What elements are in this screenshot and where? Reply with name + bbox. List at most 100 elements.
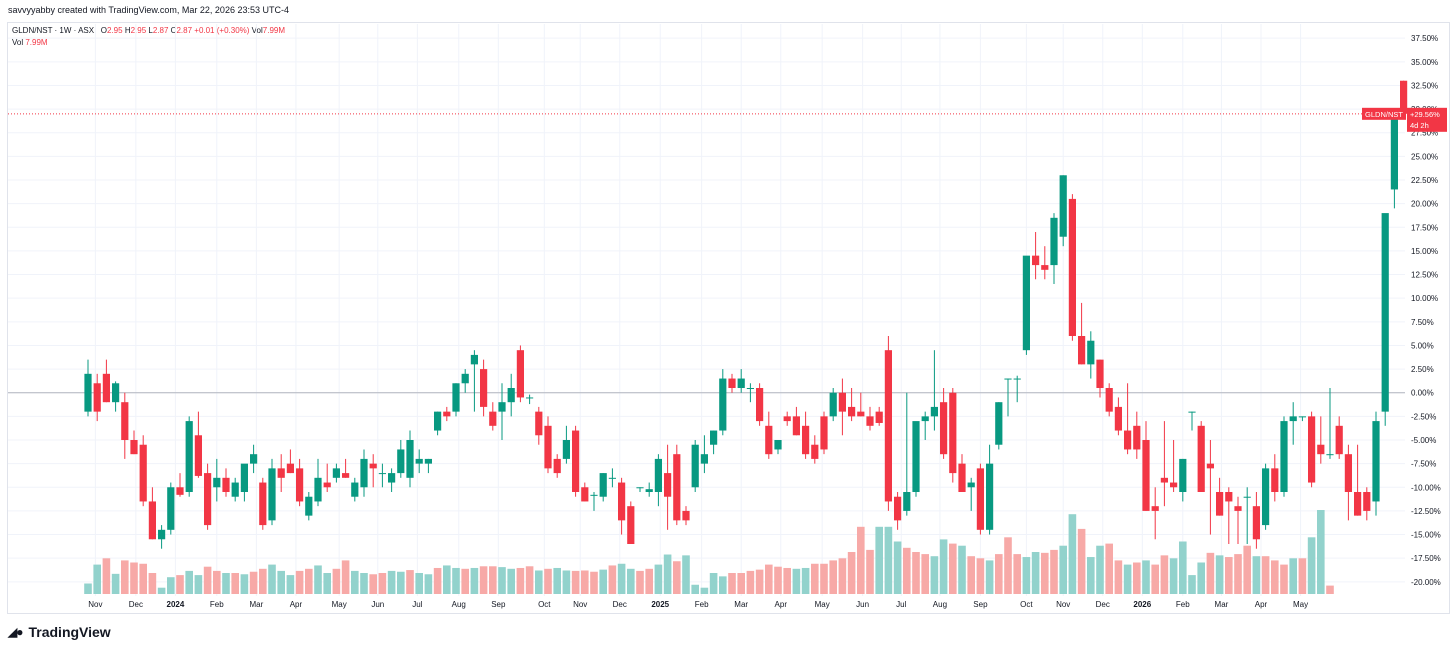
candle-body[interactable] [599, 473, 607, 497]
candle-body[interactable] [148, 501, 156, 540]
candle-body[interactable] [1096, 359, 1104, 388]
candle-body[interactable] [342, 473, 350, 478]
candle-body[interactable] [351, 482, 359, 497]
candle-body[interactable] [443, 411, 451, 417]
candle-body[interactable] [397, 449, 405, 474]
candle-body[interactable] [1170, 482, 1178, 488]
candle-body[interactable] [526, 397, 534, 399]
candle-body[interactable] [691, 444, 699, 488]
candle-body[interactable] [958, 463, 966, 492]
candle-body[interactable] [802, 425, 810, 455]
candle-body[interactable] [1381, 213, 1389, 412]
candle-body[interactable] [1335, 425, 1343, 455]
candle-body[interactable] [268, 468, 276, 521]
candle-body[interactable] [1087, 340, 1095, 365]
candle-body[interactable] [1298, 416, 1306, 418]
candle-body[interactable] [930, 406, 938, 417]
candle-body[interactable] [516, 350, 524, 398]
candle-body[interactable] [618, 482, 626, 521]
candle-body[interactable] [480, 369, 488, 407]
candle-body[interactable] [240, 463, 248, 492]
candle-body[interactable] [986, 463, 994, 530]
candle-body[interactable] [507, 388, 515, 403]
candle-body[interactable] [829, 392, 837, 417]
candle-body[interactable] [1206, 463, 1214, 469]
candle-body[interactable] [360, 458, 368, 488]
candle-body[interactable] [1078, 336, 1086, 365]
candle-body[interactable] [1262, 468, 1270, 526]
candle-body[interactable] [332, 468, 340, 478]
candle-body[interactable] [820, 416, 828, 450]
candle-body[interactable] [121, 402, 129, 440]
candle-body[interactable] [866, 416, 874, 426]
candle-body[interactable] [654, 458, 662, 492]
candle-body[interactable] [1124, 430, 1132, 450]
candle-body[interactable] [1400, 80, 1408, 114]
candle-body[interactable] [1004, 378, 1012, 380]
candle-body[interactable] [1344, 454, 1352, 492]
candle-body[interactable] [783, 416, 791, 422]
candle-body[interactable] [158, 529, 166, 540]
candle-body[interactable] [1317, 444, 1325, 455]
candle-body[interactable] [461, 373, 469, 384]
candle-body[interactable] [1160, 477, 1168, 483]
candle-body[interactable] [102, 373, 110, 403]
candle-body[interactable] [259, 482, 267, 526]
candle-body[interactable] [636, 487, 644, 489]
candle-body[interactable] [710, 430, 718, 445]
candle-body[interactable] [572, 430, 580, 492]
candle-body[interactable] [250, 454, 258, 464]
candle-body[interactable] [719, 378, 727, 431]
candle-body[interactable] [323, 482, 331, 488]
candle-body[interactable] [112, 383, 120, 403]
candle-body[interactable] [415, 458, 423, 464]
candle-body[interactable] [406, 440, 414, 478]
candle-body[interactable] [967, 482, 975, 488]
candle-body[interactable] [875, 411, 883, 423]
tradingview-logo[interactable]: ◢● TradingView [8, 624, 111, 640]
candle-body[interactable] [682, 510, 690, 521]
candle-body[interactable] [608, 477, 616, 479]
candle-body[interactable] [949, 392, 957, 474]
candle-body[interactable] [728, 378, 736, 388]
candle-body[interactable] [581, 487, 589, 502]
candle-body[interactable] [1013, 378, 1021, 380]
candle-body[interactable] [231, 482, 239, 497]
candle-body[interactable] [1105, 388, 1113, 412]
candle-body[interactable] [388, 473, 396, 483]
candle-body[interactable] [1059, 175, 1067, 237]
candle-body[interactable] [296, 468, 304, 502]
candle-body[interactable] [1216, 492, 1224, 516]
candle-body[interactable] [1041, 265, 1049, 270]
candle-body[interactable] [627, 506, 635, 544]
candle-body[interactable] [1308, 416, 1316, 483]
candle-body[interactable] [746, 388, 754, 389]
candle-body[interactable] [185, 421, 193, 492]
candle-body[interactable] [765, 425, 773, 455]
candle-body[interactable] [1354, 492, 1362, 516]
candle-body[interactable] [176, 487, 184, 495]
candle-body[interactable] [314, 477, 322, 502]
candle-body[interactable] [1133, 425, 1141, 450]
candle-body[interactable] [1032, 255, 1040, 266]
candle-body[interactable] [93, 383, 101, 412]
candle-body[interactable] [84, 373, 92, 412]
candle-body[interactable] [995, 402, 1003, 445]
candle-body[interactable] [167, 487, 175, 530]
candle-body[interactable] [673, 454, 681, 521]
candle-body[interactable] [1271, 468, 1279, 492]
candle-body[interactable] [1289, 416, 1297, 422]
candle-body[interactable] [921, 416, 929, 422]
candle-body[interactable] [1022, 255, 1030, 351]
candle-body[interactable] [1280, 421, 1288, 492]
volume-indicator-label[interactable]: Vol [12, 38, 24, 47]
candle-body[interactable] [1363, 492, 1371, 511]
candle-body[interactable] [894, 496, 902, 521]
candle-body[interactable] [1188, 411, 1196, 413]
candle-body[interactable] [884, 350, 892, 502]
candle-body[interactable] [286, 463, 294, 474]
candle-body[interactable] [562, 440, 570, 459]
candle-body[interactable] [590, 494, 598, 496]
candle-body[interactable] [369, 463, 377, 469]
